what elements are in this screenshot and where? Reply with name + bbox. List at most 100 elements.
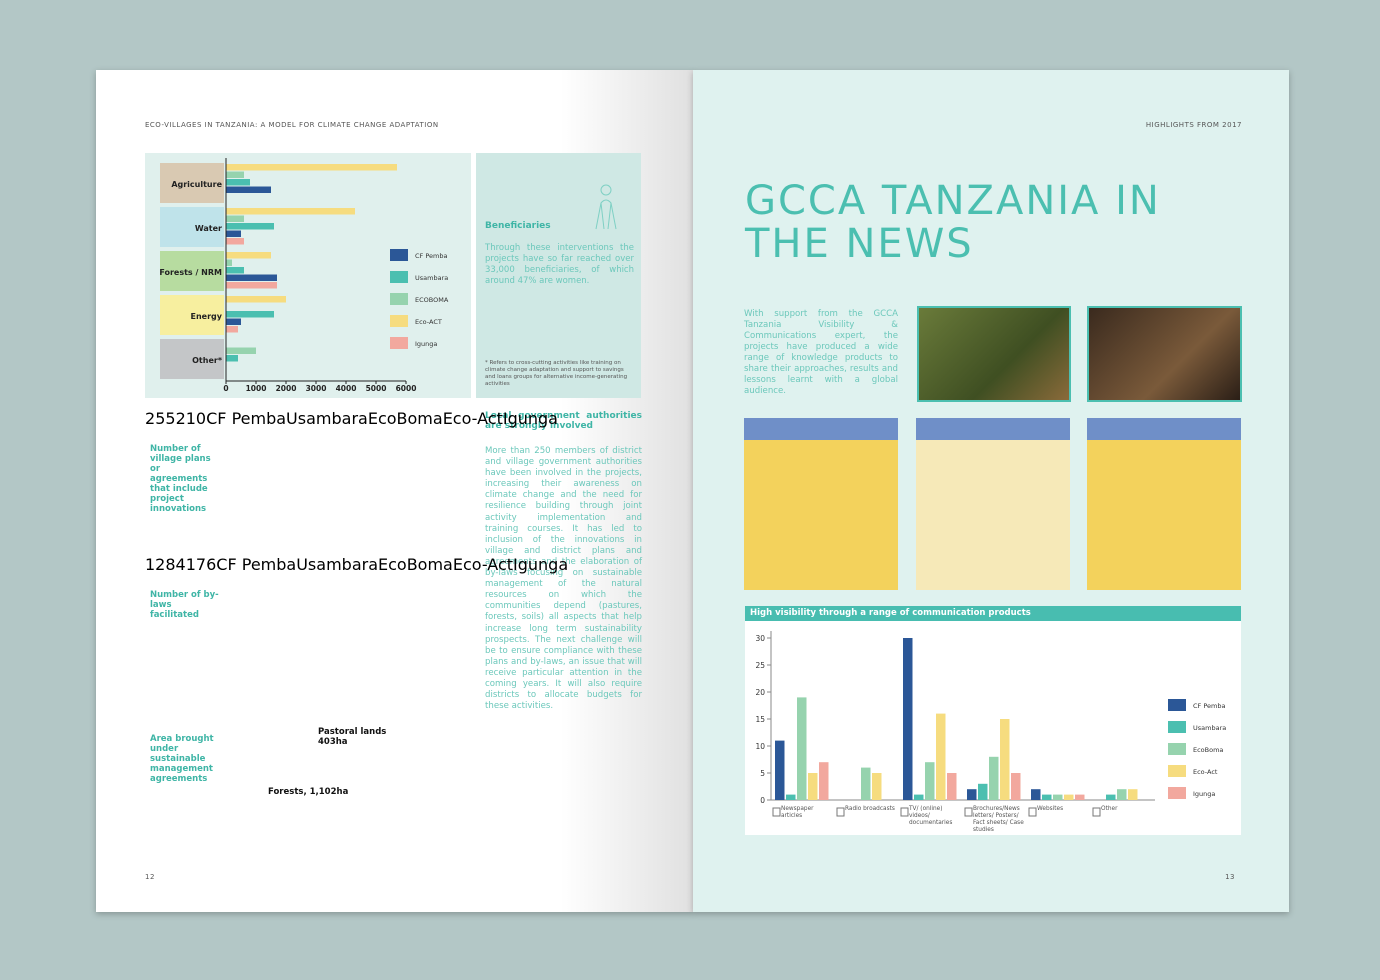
legend-label: Usambara — [296, 555, 378, 574]
legend-swatch — [1168, 743, 1186, 755]
beneficiaries-panel: Beneficiaries Through these intervention… — [476, 153, 641, 398]
x-tick-label: Newspaper articles — [781, 806, 814, 819]
legend-label: EcoBoma — [1193, 746, 1223, 754]
bar — [808, 773, 818, 800]
slice-label: 8 — [165, 555, 176, 574]
bar — [872, 773, 882, 800]
bar — [925, 762, 935, 800]
bar — [226, 223, 274, 230]
bar — [226, 215, 244, 222]
legend-label: Usambara — [415, 274, 448, 282]
legend-label: Igunga — [513, 555, 569, 574]
category-tile — [160, 339, 224, 379]
slice-label: 6 — [206, 555, 217, 574]
pie-chart: 255210CF PembaUsambaraEcoBomaEco-ActIgun… — [145, 409, 558, 428]
category-label: Water — [195, 224, 222, 233]
legend-label: Usambara — [286, 409, 368, 428]
legend-label: CF Pemba — [216, 555, 297, 574]
bar — [226, 347, 256, 354]
slice-label: 17 — [185, 555, 207, 574]
video-thumbnail — [1087, 306, 1242, 402]
category-label: Energy — [191, 312, 223, 321]
bar — [226, 179, 250, 186]
bar — [226, 171, 244, 178]
bar — [226, 208, 355, 215]
category-tile — [160, 251, 224, 291]
bar — [914, 794, 924, 800]
x-tick-label: Websites — [1037, 806, 1064, 812]
legend-swatch — [1168, 787, 1186, 799]
x-tick-label: 4000 — [336, 384, 357, 393]
y-tick-label: 5 — [760, 769, 765, 778]
bar — [226, 164, 397, 171]
pie-title: Area brought under sustainable managemen… — [150, 734, 214, 784]
bar — [226, 311, 274, 318]
bar — [226, 318, 241, 325]
slice-label: 12 — [145, 555, 166, 574]
category-tile — [160, 207, 224, 247]
bar — [226, 230, 241, 237]
y-tick-label: 30 — [755, 634, 765, 643]
y-tick-label: 0 — [760, 796, 765, 805]
x-tick-label: Brochures/News letters/ Posters/ Fact sh… — [973, 806, 1024, 833]
legend-label: Igunga — [1193, 790, 1215, 798]
category-icon — [900, 807, 909, 817]
category-icon — [1028, 807, 1037, 817]
category-tile — [160, 163, 224, 203]
bar-chart: 0 5 10 15 20 25 30 CF Pemba Usambara EcoBoma Eco-A… — [745, 621, 1241, 835]
y-tick-label: 15 — [755, 715, 765, 724]
bar — [947, 773, 957, 800]
category-tile — [160, 295, 224, 335]
legend-swatch — [390, 249, 408, 261]
bar — [226, 326, 238, 333]
bar — [1128, 789, 1138, 800]
slice-label: 10 — [185, 409, 207, 428]
bar — [1053, 794, 1063, 800]
text-title: Local government authorities are strongl… — [485, 411, 642, 431]
bar — [226, 267, 244, 274]
pie-chart: 1284176CF PembaUsambaraEcoBomaEco-ActIgu… — [145, 555, 568, 574]
bar — [1117, 789, 1127, 800]
legend-swatch — [390, 271, 408, 283]
intro: With support from the GCCA Tanzania Visi… — [744, 309, 898, 396]
page-number: 12 — [145, 873, 155, 881]
slice-label: 5 — [165, 409, 176, 428]
legend-swatch — [390, 315, 408, 327]
x-tick-label: 3000 — [306, 384, 327, 393]
page-title: GCCA TANZANIA IN THE NEWS — [745, 178, 1161, 267]
bar — [861, 767, 871, 800]
legend-label: Eco-ACT — [415, 318, 442, 326]
newsletter-thumbnail — [916, 418, 1070, 590]
category-icon — [1092, 807, 1101, 817]
x-tick-label: Radio broadcasts — [845, 806, 895, 812]
bar — [226, 274, 277, 281]
legend-label: Eco-Act — [1193, 768, 1218, 776]
legend-label: CF Pemba — [1193, 702, 1225, 710]
legend-label: Igunga — [415, 340, 437, 348]
legend-label: CF Pemba — [415, 252, 447, 260]
bar — [786, 794, 796, 800]
slice-label: Pastoral lands 403ha — [318, 727, 387, 747]
x-tick-label: 0 — [223, 384, 228, 393]
legend-label: EcoBoma — [378, 555, 453, 574]
y-tick-label: 25 — [755, 661, 765, 670]
bar — [226, 186, 271, 193]
slice-label: 2 — [175, 409, 186, 428]
video-thumbnail — [917, 306, 1071, 402]
bar — [226, 252, 271, 259]
x-tick-label: TV/ (online) videos/ documentaries — [909, 806, 953, 826]
category-label: Forests / NRM — [159, 268, 222, 277]
page-number: 13 — [1225, 873, 1235, 881]
x-tick-label: Other — [1101, 806, 1118, 812]
category-label: Agriculture — [171, 180, 222, 189]
slice-label: 4 — [175, 555, 186, 574]
footnote: * Refers to cross-cutting activities lik… — [485, 360, 628, 387]
bar — [967, 789, 977, 800]
bar — [775, 740, 785, 800]
bar — [226, 296, 286, 303]
legend-label: EcoBoma — [367, 409, 443, 428]
legend-label: ECOBOMA — [415, 296, 449, 304]
bar — [978, 783, 988, 800]
x-tick-label: 5000 — [366, 384, 387, 393]
